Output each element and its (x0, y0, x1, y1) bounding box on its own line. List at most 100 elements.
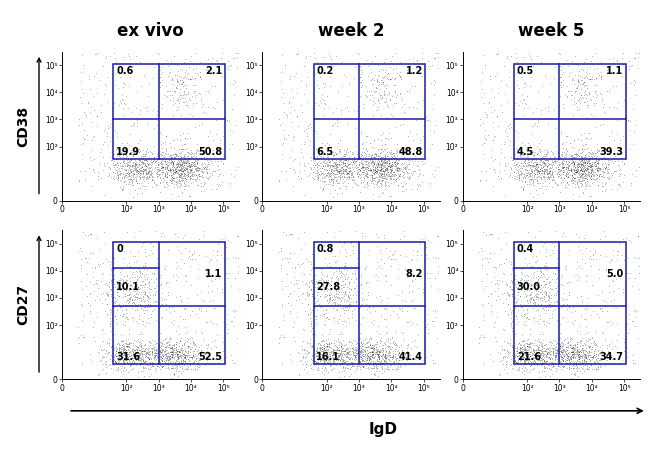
Point (546, 170, 556, 177)
Point (571, 365, 581, 372)
Point (385, 312, 396, 319)
Point (180, 174, 190, 181)
Point (593, 182, 603, 189)
Point (326, 176, 336, 183)
Point (499, 167, 509, 174)
Point (577, 154, 587, 161)
Point (318, 152, 328, 159)
Point (107, 264, 117, 272)
Point (570, 177, 580, 185)
Point (547, 172, 557, 179)
Point (568, 163, 578, 170)
Point (325, 295, 335, 303)
Point (326, 175, 336, 182)
Point (346, 286, 356, 293)
Point (320, 292, 331, 299)
Point (586, 349, 596, 356)
Point (385, 162, 396, 169)
Point (532, 354, 542, 361)
Point (576, 153, 586, 160)
Point (190, 357, 201, 365)
Point (354, 161, 364, 168)
Point (525, 340, 535, 348)
Point (112, 346, 122, 353)
Point (344, 282, 354, 289)
Point (189, 176, 200, 184)
Point (548, 158, 558, 165)
Point (580, 340, 590, 348)
Point (564, 354, 575, 361)
Point (522, 151, 532, 158)
Point (172, 350, 182, 357)
Point (196, 155, 207, 163)
Point (181, 271, 191, 278)
Point (121, 180, 131, 187)
Point (151, 108, 162, 115)
Point (569, 153, 580, 160)
Point (510, 158, 521, 165)
Point (393, 266, 404, 273)
Point (334, 265, 345, 273)
Point (391, 341, 401, 348)
Point (292, 234, 303, 241)
Point (351, 297, 361, 304)
Point (374, 330, 385, 338)
Point (604, 66, 614, 73)
Point (127, 162, 137, 169)
Point (562, 165, 573, 172)
Point (157, 357, 167, 365)
Point (308, 168, 318, 176)
Point (96, 109, 107, 116)
Point (139, 183, 150, 190)
Point (114, 292, 125, 299)
Point (432, 53, 443, 60)
Point (560, 92, 570, 99)
Point (343, 169, 354, 176)
Point (592, 146, 603, 153)
Point (180, 134, 190, 141)
Point (144, 362, 155, 369)
Point (140, 171, 151, 178)
Point (174, 167, 185, 175)
Point (348, 242, 359, 250)
Point (551, 343, 561, 350)
Point (528, 351, 539, 358)
Point (161, 334, 171, 341)
Point (543, 364, 554, 371)
Point (557, 68, 567, 75)
Point (533, 167, 543, 175)
Point (356, 303, 366, 310)
Point (570, 163, 580, 170)
Point (534, 263, 545, 270)
Point (512, 365, 523, 372)
Point (571, 168, 581, 175)
Point (512, 352, 522, 359)
Point (183, 348, 194, 355)
Point (521, 172, 532, 179)
Point (313, 166, 324, 173)
Point (545, 168, 555, 176)
Point (130, 352, 140, 360)
Point (135, 343, 146, 351)
Point (151, 362, 162, 369)
Point (595, 167, 605, 174)
Point (132, 296, 142, 303)
Point (566, 354, 576, 361)
Point (194, 349, 204, 357)
Point (523, 343, 533, 351)
Point (315, 348, 326, 355)
Point (143, 302, 153, 309)
Point (584, 160, 595, 167)
Point (327, 168, 337, 175)
Point (124, 279, 134, 286)
Point (199, 335, 209, 343)
Point (279, 135, 289, 142)
Point (112, 288, 122, 295)
Point (367, 364, 378, 371)
Point (292, 292, 303, 299)
Point (567, 173, 578, 180)
Point (556, 346, 567, 353)
Point (168, 162, 178, 169)
Point (135, 156, 146, 163)
Point (358, 357, 368, 364)
